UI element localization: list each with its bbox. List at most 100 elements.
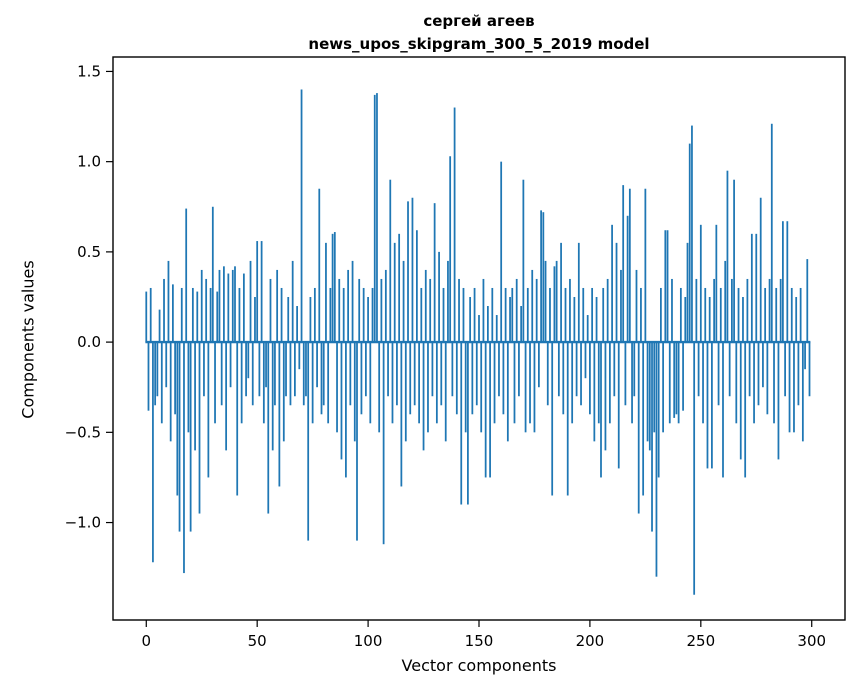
bar — [180, 287, 183, 343]
bar — [227, 273, 230, 343]
bar — [367, 297, 369, 343]
bar — [797, 342, 800, 406]
bar — [223, 266, 225, 343]
bar — [453, 107, 456, 343]
bar — [484, 342, 487, 478]
bar — [682, 342, 684, 411]
bar — [509, 297, 511, 343]
bar — [606, 278, 609, 343]
bar — [309, 297, 312, 343]
bar — [684, 297, 687, 343]
bar — [209, 287, 212, 343]
x-tick-label: 150 — [465, 632, 494, 650]
bar — [584, 342, 587, 379]
bar — [571, 342, 574, 424]
bar — [307, 342, 310, 541]
bar — [358, 278, 361, 343]
bar — [231, 269, 234, 343]
bar — [400, 342, 403, 487]
bar — [613, 342, 616, 397]
bar — [575, 342, 578, 397]
bar — [267, 342, 270, 514]
bar — [240, 342, 243, 424]
bar — [759, 197, 762, 343]
bar — [262, 342, 265, 424]
bar — [265, 342, 267, 388]
bar — [524, 342, 527, 433]
bar — [347, 269, 350, 343]
bar — [447, 260, 449, 343]
bar — [504, 287, 507, 343]
bar — [715, 224, 718, 343]
bar — [440, 342, 443, 406]
bar — [442, 287, 445, 343]
bar — [247, 342, 250, 379]
bar — [291, 260, 294, 343]
bar — [651, 342, 653, 532]
bar — [325, 242, 327, 343]
bar — [775, 287, 778, 343]
bar — [278, 342, 281, 487]
bar — [557, 342, 560, 397]
bar — [560, 242, 562, 343]
bar — [786, 221, 789, 343]
bar — [384, 269, 387, 343]
bar — [271, 342, 274, 451]
bar — [777, 342, 780, 460]
bar — [518, 342, 520, 397]
bar — [486, 306, 489, 343]
bar — [467, 342, 469, 505]
bar — [538, 342, 540, 388]
bar — [196, 291, 199, 343]
bar — [551, 342, 554, 496]
bar — [724, 260, 727, 343]
bar — [602, 287, 605, 343]
bar — [396, 342, 398, 406]
bar — [704, 287, 707, 343]
bar — [522, 179, 525, 343]
bar — [573, 297, 576, 343]
bar — [717, 342, 720, 406]
bar — [737, 287, 740, 343]
bar — [500, 161, 503, 343]
x-tick-label: 0 — [141, 632, 151, 650]
bar — [628, 188, 631, 343]
bar — [544, 260, 547, 343]
bar — [191, 287, 194, 343]
bar — [620, 269, 622, 343]
bar — [662, 342, 664, 433]
bar — [586, 315, 589, 343]
bar — [214, 342, 216, 424]
bar — [167, 260, 170, 343]
x-tick-label: 300 — [797, 632, 826, 650]
bar — [373, 94, 376, 343]
bar — [564, 287, 567, 343]
bar — [427, 342, 429, 433]
bar — [207, 342, 210, 478]
bar — [566, 342, 569, 496]
bar — [600, 342, 602, 478]
bar — [608, 342, 611, 424]
bar — [156, 342, 159, 397]
bar — [657, 342, 660, 478]
bar — [799, 287, 802, 343]
bar — [653, 342, 656, 433]
bar — [163, 278, 165, 343]
bar — [464, 342, 467, 433]
bar — [728, 342, 731, 397]
bar — [478, 315, 480, 343]
y-tick-label: 0.5 — [77, 243, 101, 261]
bar — [757, 342, 760, 406]
bar — [225, 342, 228, 451]
bar — [393, 242, 396, 343]
bar — [589, 342, 591, 415]
bar — [795, 297, 798, 343]
bar — [498, 342, 500, 397]
bar — [553, 266, 556, 343]
bar — [269, 278, 272, 343]
bar — [274, 342, 276, 406]
bar — [770, 123, 773, 343]
bar — [622, 185, 625, 343]
bar — [229, 342, 232, 388]
bar — [302, 342, 305, 406]
